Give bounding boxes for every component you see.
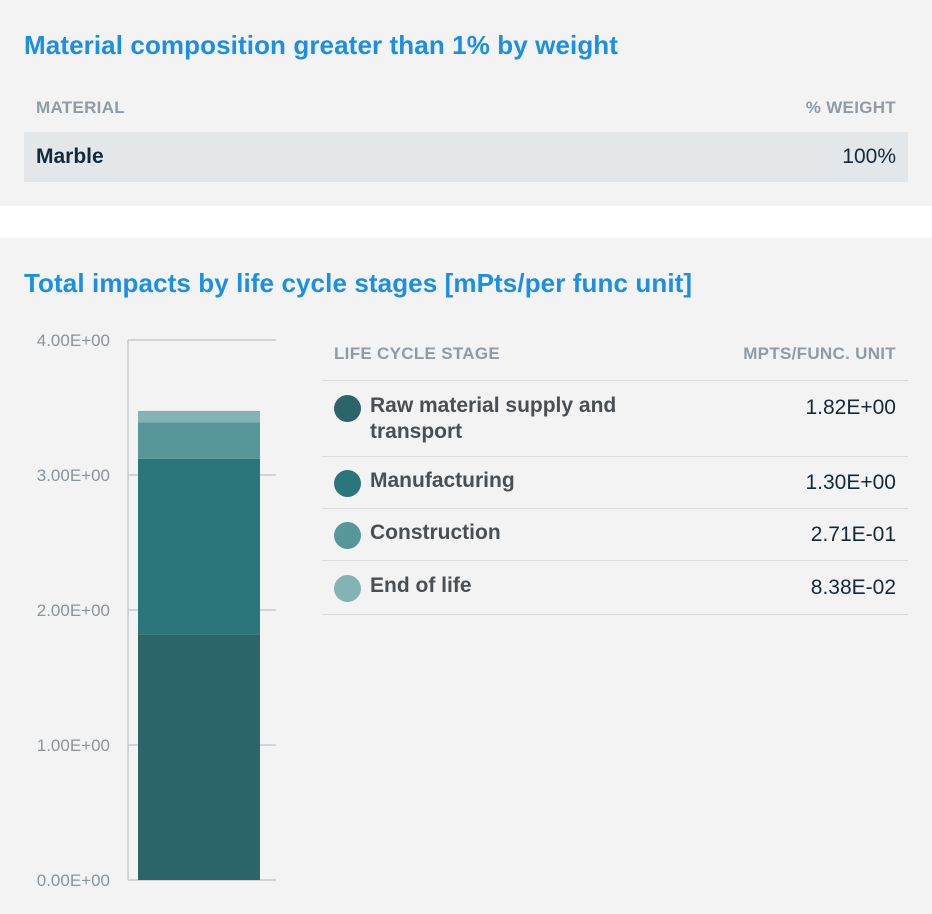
y-tick-label: 0.00E+00 [37,871,110,890]
series-color-dot [334,395,361,422]
y-tick-label: 4.00E+00 [37,331,110,350]
stage-row-end-of-life: End of life 8.38E-02 [322,560,908,615]
material-weight: 100% [842,145,896,168]
unit-column-header: MPTS/FUNC. UNIT [743,344,896,363]
series-color-dot [334,470,361,497]
impacts-section-title: Total impacts by life cycle stages [mPts… [24,268,693,298]
material-section-title: Material composition greater than 1% by … [24,30,619,60]
stacked-bar-chart: 0.00E+00 1.00E+00 2.00E+00 3.00E+00 4.00E+00 [37,331,276,890]
stage-column-header: LIFE CYCLE STAGE [334,344,500,363]
stage-label: Raw material supply and transport [370,394,617,443]
stage-row-manufacturing: Manufacturing 1.30E+00 [322,456,908,509]
bar-segment [138,458,260,635]
y-tick-label: 3.00E+00 [37,466,110,485]
stage-row-construction: Construction 2.71E-01 [322,508,908,561]
stage-value: 1.82E+00 [805,396,896,419]
material-composition-panel: Material composition greater than 1% by … [0,0,932,206]
material-name: Marble [36,145,104,168]
stage-label: Manufacturing [370,469,515,492]
series-color-dot [334,575,361,602]
y-tick-label: 1.00E+00 [37,736,110,755]
stage-row-raw-material: Raw material supply and transport 1.82E+… [322,380,908,457]
series-color-dot [334,522,361,549]
material-row: Marble 100% [24,132,908,182]
bar-segment [138,422,260,459]
weight-column-header: % WEIGHT [805,98,896,117]
stage-value: 8.38E-02 [810,576,896,599]
bar-segment [138,410,260,423]
bar-segment [138,634,260,880]
stage-label: End of life [370,574,472,597]
stage-value: 1.30E+00 [805,471,896,494]
life-cycle-impacts-panel: Total impacts by life cycle stages [mPts… [0,238,932,914]
stage-label: Construction [370,521,501,544]
stage-value: 2.71E-01 [810,523,896,546]
y-tick-label: 2.00E+00 [37,601,110,620]
material-column-header: MATERIAL [36,98,125,117]
